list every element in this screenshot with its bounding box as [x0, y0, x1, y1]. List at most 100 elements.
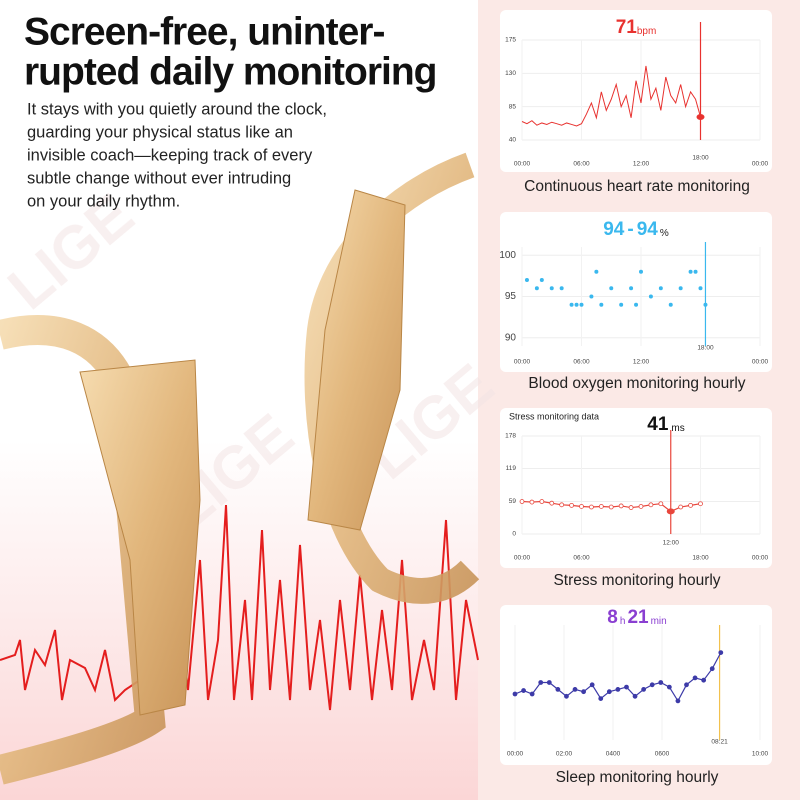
data-point — [559, 502, 565, 508]
data-point — [598, 696, 604, 701]
data-point — [538, 680, 544, 685]
data-point — [539, 499, 545, 504]
data-point — [555, 687, 561, 692]
data-point — [692, 675, 698, 681]
data-point — [589, 682, 595, 688]
data-point — [698, 286, 703, 291]
body-text: It stays with you quietly around the clo… — [27, 100, 327, 118]
data-point — [624, 684, 629, 690]
data-point — [539, 277, 544, 282]
reading: 71bpm — [616, 17, 657, 38]
bracelet-clasp — [307, 189, 406, 531]
reading-unit: h — [620, 616, 626, 627]
x-tick-label: 0600 — [655, 751, 670, 758]
y-tick-label: 40 — [509, 137, 517, 144]
data-point — [549, 286, 554, 291]
y-tick-label: 100 — [499, 250, 516, 261]
x-tick-label: 12:00 — [633, 161, 650, 168]
reading-value: 94 — [603, 219, 625, 240]
caption: Continuous heart rate monitoring — [524, 178, 750, 195]
x-tick-label: 00:00 — [752, 359, 769, 366]
x-tick-label: 06:00 — [573, 359, 590, 366]
data-point — [521, 688, 526, 693]
card — [500, 10, 772, 172]
data-point — [701, 677, 707, 683]
y-tick-label: 59 — [509, 498, 517, 505]
data-point — [634, 302, 639, 307]
data-point — [688, 502, 693, 508]
y-tick-label: 130 — [505, 70, 516, 77]
data-point — [628, 505, 634, 510]
y-tick-label: 0 — [512, 531, 516, 538]
x-tick-label: 12:00 — [633, 359, 650, 366]
data-point — [546, 680, 552, 685]
y-tick-label: 119 — [506, 465, 517, 472]
x-tick-label: 0400 — [606, 751, 621, 758]
data-point — [658, 286, 663, 291]
x-tick-label: 00:00 — [514, 359, 531, 366]
data-point — [641, 687, 647, 692]
data-point — [684, 682, 689, 688]
card — [500, 212, 772, 372]
y-tick-label: 95 — [505, 291, 517, 302]
ecg-wave — [0, 504, 479, 711]
data-point — [574, 302, 579, 307]
cursor-label: 12:00 — [663, 540, 680, 547]
data-point — [609, 286, 614, 291]
reading-value: 8 — [607, 607, 618, 628]
data-point — [559, 286, 564, 291]
data-point — [678, 286, 683, 291]
data-point — [529, 499, 535, 505]
reading-value: 41 — [647, 414, 669, 435]
y-tick-label: 85 — [509, 103, 517, 110]
headline: rupted daily monitoring — [24, 50, 437, 93]
x-tick-label: 06:00 — [573, 555, 590, 562]
body-text: invisible coach—keeping track of every — [27, 146, 313, 164]
reading: 8 h 21 min — [607, 607, 666, 628]
data-point — [615, 687, 621, 692]
data-point — [549, 500, 555, 506]
reading-value: 94 — [637, 219, 659, 240]
reading: 41 ms — [647, 414, 684, 435]
cursor-label: 08:21 — [711, 739, 728, 746]
data-point — [606, 689, 612, 695]
data-point — [619, 302, 624, 307]
data-point — [594, 269, 599, 274]
reading-value: 21 — [627, 607, 649, 628]
reading: 94-94% — [603, 219, 669, 240]
data-point — [632, 693, 638, 699]
data-point — [668, 302, 673, 307]
y-tick-label: 175 — [505, 37, 516, 44]
body-text: subtle change without ever intruding — [27, 169, 291, 187]
y-tick-label: 90 — [505, 332, 517, 343]
x-tick-label: 10:00 — [752, 751, 769, 758]
reading-unit: ms — [671, 423, 684, 434]
data-point — [534, 286, 539, 291]
data-point — [658, 501, 664, 507]
data-point — [529, 691, 535, 697]
caption: Sleep monitoring hourly — [556, 769, 719, 786]
caption: Blood oxygen monitoring hourly — [528, 375, 745, 392]
reading-unit: % — [660, 228, 669, 239]
data-point — [703, 302, 708, 307]
data-point — [519, 499, 525, 504]
data-point — [649, 682, 655, 688]
headline: Screen-free, uninter- — [24, 10, 384, 53]
data-point — [524, 277, 529, 282]
data-point — [675, 698, 681, 704]
reading-sep: - — [627, 219, 633, 240]
data-line — [521, 65, 701, 127]
bracelet-clasp — [79, 359, 201, 716]
x-tick-label: 00:00 — [752, 161, 769, 168]
data-point — [698, 501, 703, 507]
data-point — [589, 294, 594, 299]
cursor-label: 18:00 — [697, 345, 714, 352]
data-point — [629, 286, 634, 291]
data-point — [579, 504, 584, 509]
data-point — [688, 269, 693, 274]
data-point — [564, 693, 569, 699]
data-point — [666, 684, 672, 690]
x-tick-label: 00:00 — [514, 555, 531, 562]
x-tick-label: 06:00 — [573, 161, 590, 168]
